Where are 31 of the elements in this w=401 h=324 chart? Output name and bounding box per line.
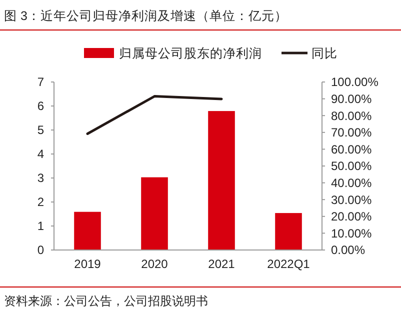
- bar: [74, 212, 101, 250]
- y2-tick-label: 0.00%: [331, 243, 366, 258]
- y2-tick-label: 70.00%: [331, 126, 372, 140]
- y2-tick-label: 20.00%: [331, 210, 372, 224]
- y2-tick-label: 50.00%: [331, 159, 372, 174]
- y2-tick-label: 100.00%: [331, 75, 379, 90]
- x-tick-label: 2019: [74, 257, 102, 271]
- legend-label: 归属母公司股东的净利润: [119, 46, 262, 60]
- x-tick-label: 2021: [208, 257, 236, 271]
- y2-tick-label: 30.00%: [331, 192, 372, 207]
- y-tick-label: 1: [37, 219, 44, 234]
- bar: [275, 213, 302, 250]
- y2-tick-label: 40.00%: [331, 176, 372, 190]
- y-tick-label: 4: [37, 147, 44, 162]
- chart-title: 图 3：近年公司归母净利润及增速（单位：亿元）: [4, 9, 288, 23]
- y2-tick-label: 90.00%: [331, 92, 372, 106]
- y-tick-label: 6: [37, 99, 44, 114]
- y2-tick-label: 10.00%: [331, 226, 372, 240]
- y-tick-label: 5: [37, 123, 44, 138]
- y2-tick-label: 80.00%: [331, 108, 372, 123]
- x-tick-label: 2022Q1: [267, 257, 310, 271]
- x-tick-label: 2020: [141, 257, 168, 271]
- bar: [141, 177, 168, 250]
- legend-label: 同比: [312, 46, 338, 60]
- y2-tick-label: 60.00%: [331, 142, 372, 156]
- y-tick-label: 7: [37, 75, 44, 90]
- y-tick-label: 2: [37, 195, 44, 210]
- text: 资料来源：公司公告，公司招股说明书: [4, 294, 208, 308]
- y-tick-label: 0: [37, 243, 44, 258]
- bar: [208, 111, 235, 250]
- y-tick-label: 3: [37, 171, 44, 186]
